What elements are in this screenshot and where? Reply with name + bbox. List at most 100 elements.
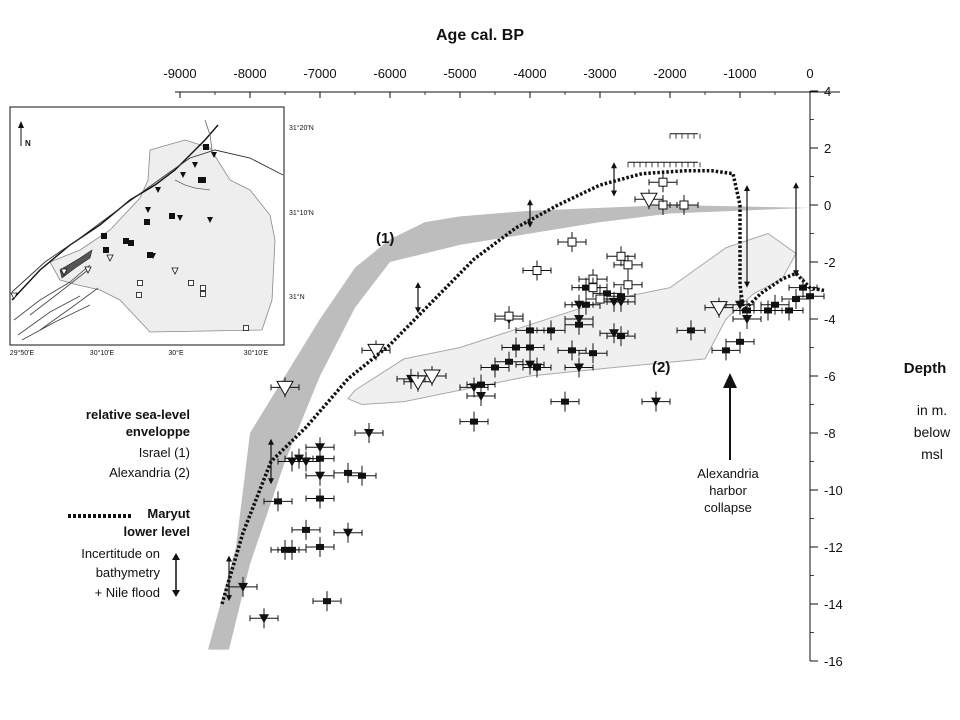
- lat-label-1: 31°20'N: [289, 124, 314, 132]
- filled-triangle-point: [742, 315, 752, 324]
- y-tick-label: -8: [824, 426, 836, 441]
- filled-square-point: [274, 498, 282, 505]
- lon-label-3: 30°E: [168, 349, 184, 357]
- filled-triangle-point: [238, 582, 248, 592]
- map-triangle-marker: [150, 253, 156, 259]
- x-tick-label: -6000: [373, 66, 406, 81]
- envelope-label-1: (1): [376, 230, 394, 247]
- north-arrow-icon: [18, 121, 24, 146]
- filled-triangle-point: [574, 363, 584, 373]
- map-inset: N 31°20'N 31°10'N 31°N 29°50'E 30°10'E 3…: [9, 106, 314, 357]
- map-triangle-marker: [192, 162, 198, 168]
- filled-square-point: [323, 598, 331, 605]
- map-open-square-marker: [137, 280, 143, 286]
- map-open-square-marker: [136, 292, 142, 298]
- open-square-point: [616, 251, 626, 261]
- filled-triangle-point: [609, 329, 619, 339]
- overlay: [220, 133, 825, 605]
- open-triangle-point: [276, 380, 294, 397]
- annotation-line-2: harbor: [709, 483, 747, 498]
- map-square-marker: [144, 219, 150, 225]
- legend-double-arrow-icon: [172, 553, 180, 597]
- y-axis-units-2: below: [914, 424, 951, 440]
- filled-square-point: [736, 338, 744, 345]
- filled-triangle-point: [735, 300, 745, 310]
- open-square-point: [504, 311, 514, 321]
- map-open-square-marker: [200, 285, 206, 291]
- interval-arrow-up: [268, 438, 274, 445]
- open-square-point: [595, 294, 605, 304]
- filled-square-point: [687, 327, 695, 334]
- filled-square-point: [491, 364, 499, 371]
- map-triangle-marker: [145, 207, 151, 213]
- filled-square-point: [785, 307, 793, 314]
- filled-square-point: [477, 381, 485, 388]
- map-open-triangle-marker: [171, 267, 179, 275]
- filled-triangle-point: [294, 454, 304, 464]
- filled-square-point: [526, 344, 534, 351]
- x-tick-label: 0: [806, 66, 813, 81]
- filled-square-point: [547, 327, 555, 334]
- filled-square-point: [568, 347, 576, 354]
- filled-square-point: [764, 307, 772, 314]
- filled-triangle-point: [525, 360, 535, 370]
- filled-triangle-point: [532, 363, 542, 373]
- interval-arrow-up: [793, 182, 799, 189]
- filled-square-point: [617, 333, 625, 340]
- open-square-point: [623, 280, 633, 290]
- filled-square-point: [806, 293, 814, 300]
- open-triangle-point: [710, 301, 728, 317]
- y-tick-label: -16: [824, 654, 843, 669]
- x-tick-label: -7000: [303, 66, 336, 81]
- map-contours: [13, 264, 99, 341]
- open-square-point: [567, 237, 577, 247]
- y-tick-label: -12: [824, 540, 843, 555]
- filled-square-point: [316, 495, 324, 502]
- legend-uncertainty-2: bathymetry: [96, 565, 161, 580]
- x-tick-label: -1000: [723, 66, 756, 81]
- legend-uncertainty-3: + Nile flood: [95, 585, 160, 600]
- y-tick-label: -4: [824, 312, 836, 327]
- envelope-label-2: (2): [652, 359, 670, 376]
- lon-label-1: 29°50'E: [10, 349, 35, 357]
- open-square-point: [588, 283, 598, 293]
- open-triangle-point: [640, 192, 658, 209]
- chart-title: Age cal. BP: [436, 27, 524, 44]
- map-open-triangle-marker: [84, 266, 92, 274]
- annotation-line-3: collapse: [704, 500, 752, 515]
- uncertainty-intervals: [226, 162, 799, 602]
- legend-israel: Israel (1): [139, 445, 190, 460]
- axes: -9000 -8000 -7000 -6000 -5000 -4000 -3000 -2000…: [163, 66, 842, 669]
- map-open-square-marker: [188, 280, 194, 286]
- collapse-arrow-head: [723, 373, 737, 388]
- filled-triangle-point: [651, 397, 661, 407]
- map-square-marker: [198, 177, 204, 183]
- annotation-line-1: Alexandria: [697, 466, 759, 481]
- interval-arrow-down: [793, 270, 799, 277]
- map-triangle-marker: [211, 152, 217, 158]
- filled-triangle-point: [469, 383, 479, 393]
- interval-arrow-down: [611, 190, 617, 197]
- map-square-marker: [147, 252, 153, 258]
- map-square-marker: [169, 213, 175, 219]
- x-tick-label: -4000: [513, 66, 546, 81]
- lat-label-2: 31°10'N: [289, 209, 314, 217]
- open-square-point: [532, 266, 542, 276]
- map-triangle-marker: [180, 172, 186, 178]
- y-tick-label: 4: [824, 84, 831, 99]
- interval-arrow-up: [226, 555, 232, 562]
- map-square-marker: [123, 238, 129, 244]
- y-tick-label: -14: [824, 597, 843, 612]
- open-square-point: [658, 177, 668, 187]
- open-square-point: [623, 260, 633, 270]
- y-tick-label: 2: [824, 141, 831, 156]
- interval-arrow-down: [268, 478, 274, 485]
- filled-square-point: [526, 327, 534, 334]
- y-axis-units-3: msl: [921, 446, 943, 462]
- y-axis-units-1: in m.: [917, 402, 947, 418]
- filled-square-point: [288, 546, 296, 553]
- x-tick-label: -9000: [163, 66, 196, 81]
- interval-arrow-down: [744, 281, 750, 288]
- open-square-point: [679, 200, 689, 210]
- legend-alexandria: Alexandria (2): [109, 465, 190, 480]
